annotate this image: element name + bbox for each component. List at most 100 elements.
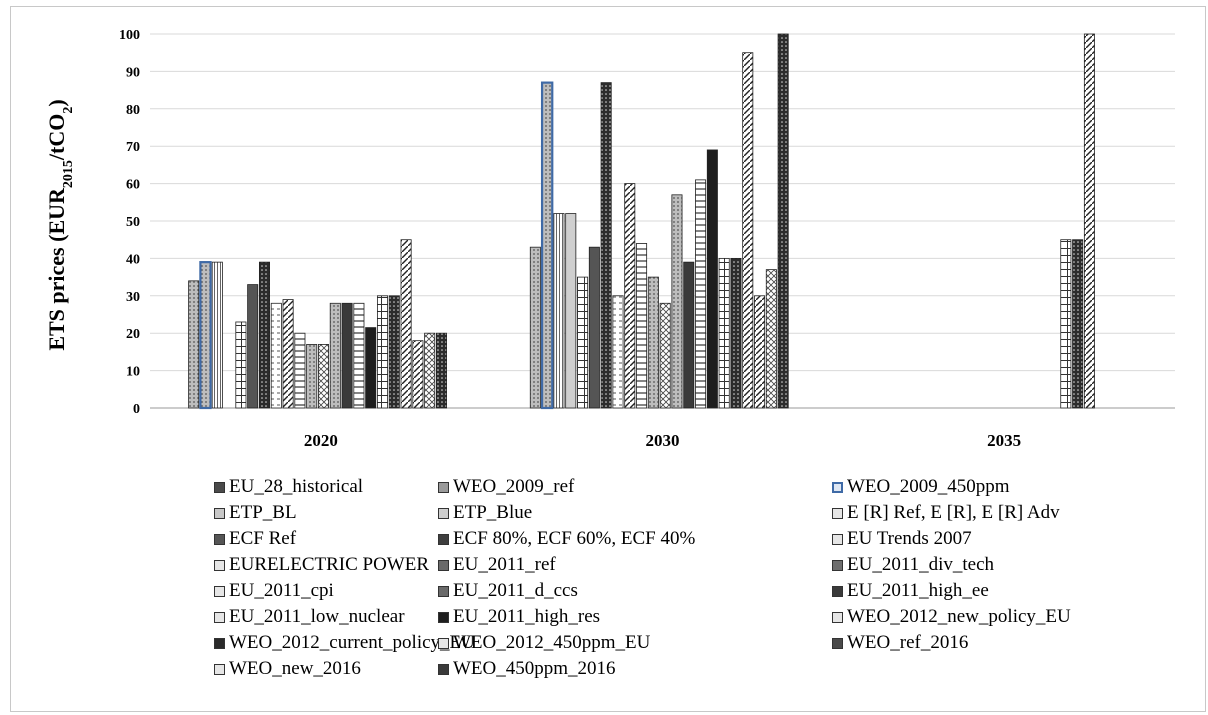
y-tick-label: 80 bbox=[126, 103, 140, 118]
bar-ecf-ref-2020 bbox=[247, 284, 259, 409]
legend-label: ETP_Blue bbox=[453, 502, 533, 523]
legend-item: EU_2011_cpi bbox=[214, 581, 334, 601]
legend-swatch bbox=[214, 559, 225, 571]
legend-swatch bbox=[214, 585, 225, 597]
legend-swatch bbox=[438, 559, 449, 571]
x-category-label: 2020 bbox=[304, 431, 338, 450]
bar-eu-2011-low-nuclear-2020 bbox=[353, 302, 365, 409]
bar-eu-2011-div-tech-2030 bbox=[647, 276, 659, 409]
legend-label: WEO_2009_450ppm bbox=[847, 476, 1010, 497]
legend-label: EU_2011_cpi bbox=[229, 580, 334, 601]
chart-frame bbox=[10, 6, 1206, 712]
bar-weo-2012-new-policy-eu-2030 bbox=[718, 257, 730, 409]
bar-ecf-80-ecf-60-ecf-40--2030 bbox=[600, 82, 612, 409]
y-tick-label: 10 bbox=[126, 365, 140, 380]
legend-swatch bbox=[438, 481, 449, 493]
bar-weo-2012-450ppm-eu-2020 bbox=[400, 239, 412, 409]
legend-label: WEO_2009_ref bbox=[453, 476, 575, 497]
legend-swatch bbox=[214, 637, 225, 649]
bar-etp-bl-2020 bbox=[211, 261, 223, 409]
legend-item: EU Trends 2007 bbox=[832, 529, 972, 549]
legend-item: WEO_2012_current_policy_EU bbox=[214, 633, 475, 653]
legend-item: EU_2011_ref bbox=[438, 555, 556, 575]
legend-swatch bbox=[438, 585, 449, 597]
bar-weo-2009-450ppm-2020 bbox=[199, 261, 212, 410]
legend-label: E [R] Ref, E [R], E [R] Adv bbox=[847, 502, 1060, 523]
legend-swatch bbox=[438, 611, 449, 623]
legend-item: WEO_2009_ref bbox=[438, 477, 574, 497]
bar-weo-2012-450ppm-eu-2030 bbox=[742, 52, 754, 409]
legend-label: WEO_2012_current_policy_EU bbox=[229, 632, 475, 653]
bar-etp-bl-2030 bbox=[553, 213, 565, 409]
bar-eu-2011-high-ee-2020 bbox=[341, 302, 353, 409]
legend-item: EU_2011_low_nuclear bbox=[214, 607, 405, 627]
bar-eurelectric-power-2020 bbox=[282, 299, 294, 409]
legend-label: WEO_2012_450ppm_EU bbox=[453, 632, 651, 653]
y-axis-label-part-3: ) bbox=[44, 99, 69, 106]
bar-weo-2009-ref-2030 bbox=[529, 246, 541, 409]
bar-weo-2012-current-policy-eu-2030 bbox=[730, 257, 742, 409]
bar-eu-2011-div-tech-2020 bbox=[306, 344, 318, 409]
y-axis-label: ETS prices (EUR2015/tCO2) bbox=[44, 99, 76, 350]
bar-eu-2011-cpi-2030 bbox=[659, 302, 671, 409]
legend-swatch bbox=[214, 533, 225, 545]
bar-eu-2011-low-nuclear-2030 bbox=[695, 179, 707, 409]
bar-e-r-ref-e-r-e-r-adv-2030 bbox=[577, 276, 589, 409]
legend-swatch bbox=[832, 585, 843, 597]
y-tick-label: 90 bbox=[126, 65, 140, 80]
legend-label: EU_2011_high_res bbox=[453, 606, 601, 627]
y-axis-label-sub-2: 2 bbox=[61, 107, 76, 114]
legend-swatch bbox=[832, 637, 843, 649]
legend-label: EURELECTRIC POWER bbox=[229, 554, 430, 575]
bar-eu-2011-high-ee-2030 bbox=[683, 261, 695, 409]
bar-weo-2012-450ppm-eu-2035 bbox=[1083, 33, 1095, 409]
legend-item: EURELECTRIC POWER bbox=[214, 555, 429, 575]
legend-swatch bbox=[832, 611, 843, 623]
legend-item: EU_2011_d_ccs bbox=[438, 581, 578, 601]
legend-item: WEO_2012_450ppm_EU bbox=[438, 633, 650, 653]
y-tick-label: 0 bbox=[133, 402, 140, 417]
legend-label: WEO_ref_2016 bbox=[847, 632, 969, 653]
legend-item: EU_28_historical bbox=[214, 477, 363, 497]
legend-label: EU_2011_ref bbox=[453, 554, 556, 575]
legend-swatch bbox=[214, 611, 225, 623]
bar-ecf-ref-2030 bbox=[588, 246, 600, 409]
legend-swatch bbox=[438, 533, 449, 545]
legend-swatch bbox=[832, 559, 843, 571]
legend-swatch bbox=[832, 533, 843, 545]
y-axis-label-part-2: /tCO bbox=[44, 114, 69, 161]
bar-weo-2009-450ppm-2030 bbox=[540, 81, 554, 410]
legend-item: ECF Ref bbox=[214, 529, 296, 549]
bar-weo-2012-current-policy-eu-2020 bbox=[388, 295, 400, 409]
legend-label: EU_28_historical bbox=[229, 476, 364, 497]
legend-label: WEO_2012_new_policy_EU bbox=[847, 606, 1071, 627]
legend-label: EU_2011_d_ccs bbox=[453, 580, 578, 601]
legend-label: EU_2011_high_ee bbox=[847, 580, 989, 601]
bar-weo-new-2016-2030 bbox=[765, 269, 777, 409]
legend-item: EU_2011_div_tech bbox=[832, 555, 994, 575]
legend-label: ECF Ref bbox=[229, 528, 297, 549]
bar-eu-trends-2007-2020 bbox=[270, 302, 282, 409]
legend-swatch bbox=[214, 663, 225, 675]
bar-eu-2011-d-ccs-2030 bbox=[671, 194, 683, 409]
legend-item: WEO_new_2016 bbox=[214, 659, 361, 679]
legend-swatch bbox=[214, 481, 225, 493]
bar-e-r-ref-e-r-e-r-adv-2020 bbox=[235, 321, 247, 409]
legend-label: ETP_BL bbox=[229, 502, 297, 523]
bar-weo-new-2016-2020 bbox=[424, 332, 436, 409]
legend-label: WEO_450ppm_2016 bbox=[453, 658, 616, 679]
legend-item: ETP_Blue bbox=[438, 503, 532, 523]
bar-weo-2012-new-policy-eu-2035 bbox=[1060, 239, 1072, 409]
bar-eurelectric-power-2030 bbox=[624, 183, 636, 409]
legend-item: WEO_2012_new_policy_EU bbox=[832, 607, 1071, 627]
legend-label: ECF 80%, ECF 60%, ECF 40% bbox=[453, 528, 696, 549]
legend-label: EU_2011_low_nuclear bbox=[229, 606, 405, 627]
bar-weo-ref-2016-2020 bbox=[412, 340, 424, 409]
bar-weo-ref-2016-2030 bbox=[754, 295, 766, 409]
legend-item: EU_2011_high_res bbox=[438, 607, 600, 627]
bar-weo-450ppm-2016-2020 bbox=[435, 332, 447, 409]
y-tick-label: 20 bbox=[126, 327, 140, 342]
legend-swatch bbox=[832, 507, 843, 519]
legend-item: ECF 80%, ECF 60%, ECF 40% bbox=[438, 529, 695, 549]
